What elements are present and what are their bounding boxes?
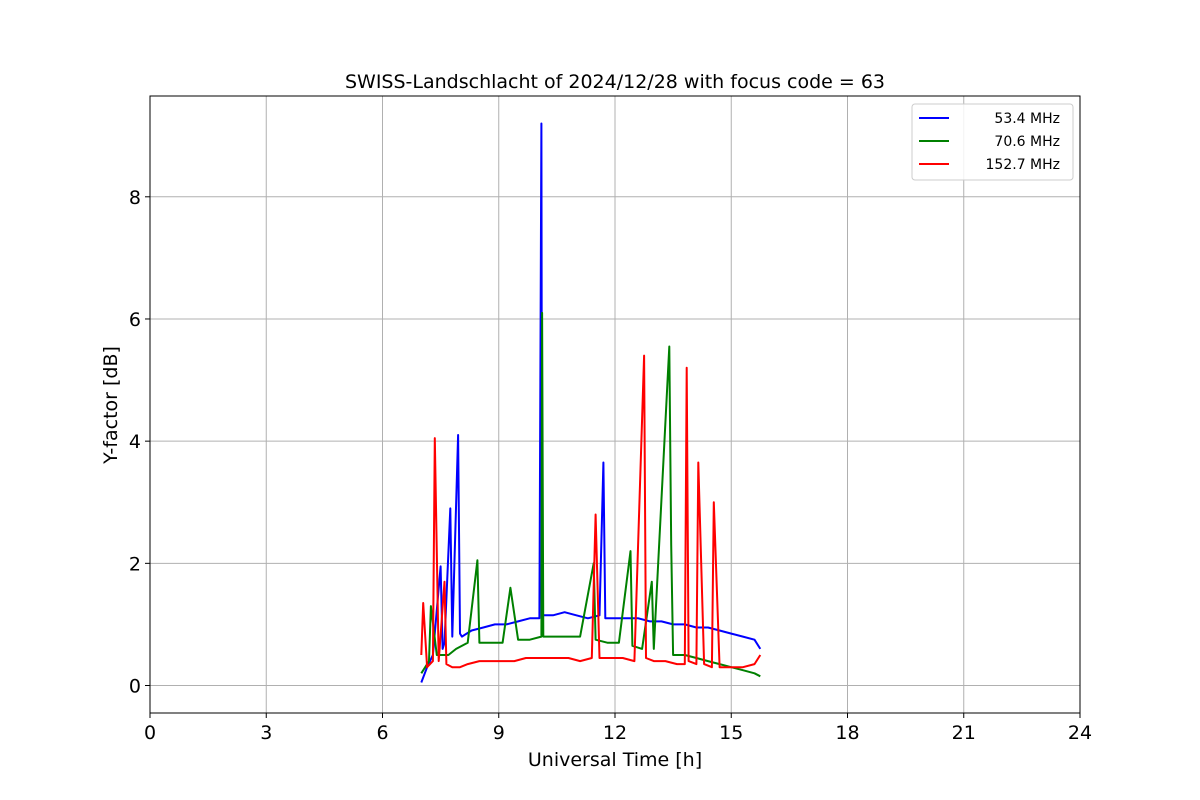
x-axis-label: Universal Time [h] <box>528 749 702 771</box>
x-tick-label: 12 <box>603 722 627 744</box>
x-tick-label: 18 <box>835 722 859 744</box>
y-tick-label: 6 <box>129 309 141 331</box>
x-axis: 0 3 6 9 12 15 18 21 24 <box>144 713 1092 744</box>
x-tick-label: 15 <box>719 722 743 744</box>
y-axis: 0 2 4 6 8 <box>129 187 150 698</box>
legend-box <box>911 103 1074 181</box>
x-tick-label: 9 <box>493 722 505 744</box>
series-layer <box>420 122 762 683</box>
series-line-3 <box>420 354 762 669</box>
legend-label: 152.7 MHz <box>986 157 1060 173</box>
y-tick-label: 0 <box>129 676 141 698</box>
legend-label: 70.6 MHz <box>994 134 1060 150</box>
chart-title: SWISS-Landschlacht of 2024/12/28 with fo… <box>345 71 885 93</box>
series-line-1 <box>420 122 762 683</box>
y-tick-label: 2 <box>129 553 141 575</box>
y-axis-label: Y-factor [dB] <box>100 346 122 465</box>
legend: 53.4 MHz 70.6 MHz 152.7 MHz <box>911 103 1074 181</box>
y-tick-label: 4 <box>129 431 141 453</box>
x-tick-label: 3 <box>260 722 272 744</box>
x-tick-label: 21 <box>952 722 976 744</box>
y-tick-label: 8 <box>129 187 141 209</box>
x-tick-label: 6 <box>376 722 388 744</box>
x-tick-label: 24 <box>1068 722 1092 744</box>
series-line-2 <box>420 311 761 678</box>
x-tick-label: 0 <box>144 722 156 744</box>
legend-label: 53.4 MHz <box>994 111 1060 127</box>
